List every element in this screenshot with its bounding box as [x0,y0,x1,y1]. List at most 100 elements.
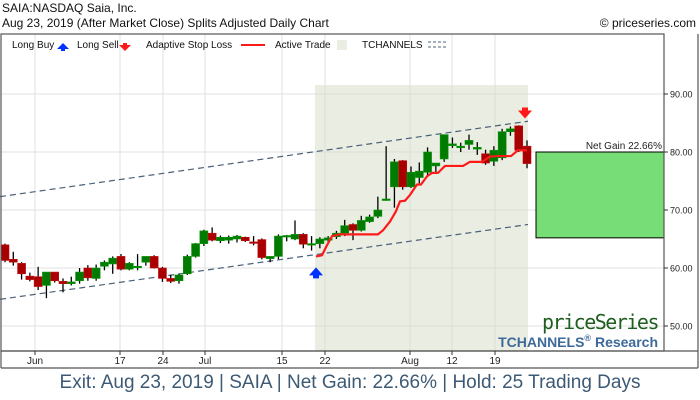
y-tick-label: 80.00 [670,148,693,158]
y-tick-label: 60.00 [670,264,693,274]
candle-up [224,236,234,241]
long-sell-arrow-icon [119,43,131,51]
candle-up [91,267,101,279]
x-tick-label: Aug [401,356,419,367]
candle-up [199,230,209,244]
candle-down [398,160,408,188]
y-tick-label: 90.00 [670,90,693,100]
y-tick-label: 70.00 [670,206,693,216]
tchannel-upper [0,120,529,198]
candle-down [33,276,43,287]
candle-up [124,263,134,270]
candle-up [431,162,441,167]
active-trade-region [315,85,528,351]
candle-down [240,236,250,242]
candle-up [448,143,457,146]
candle-up [356,220,366,231]
candle-down [0,244,10,261]
candle-down [8,258,18,263]
trade-summary-footer: Exit: Aug 23, 2019 | SAIA | Net Gain: 22… [59,372,641,393]
candle-up [100,261,109,267]
candle-up [439,134,449,160]
candle-up [108,257,118,265]
candle-up [182,256,192,275]
candle-down [298,234,308,245]
candle-down [522,145,532,164]
candle-up [174,274,184,282]
candle-down [166,278,176,282]
candle-up [141,256,151,263]
x-tick-label: 24 [157,356,169,367]
candle-down [348,224,358,231]
candle-up [274,235,283,257]
candle-up [406,172,416,188]
legend: Long Buy Long Sell Adaptive Stop Loss Ac… [12,40,447,51]
candle-up [133,265,142,269]
candle-down [257,239,267,258]
candle-up [290,234,300,240]
logo-tagline: TCHANNELS® Research [498,333,658,350]
candle-down [149,256,159,269]
chart-title: SAIA:NASDAQ Saia, Inc. [2,1,137,15]
candle-up [414,170,424,178]
long-buy-arrow-icon [57,43,69,51]
candle-up [66,281,76,284]
legend-active-trade-label: Active Trade [275,40,331,51]
copyright: © priceseries.com [599,16,696,30]
candle-up [191,243,200,257]
candle-up [42,271,51,286]
x-tick-label: 17 [114,356,126,367]
candle-up [497,131,507,159]
candle-up [373,209,383,217]
adaptive-stop-loss-line [315,149,527,258]
chart-subtitle: Aug 23, 2019 (After Market Close) Splits… [2,16,329,30]
x-tick-label: 19 [489,356,501,367]
trade-signals [309,107,532,279]
candle-down [83,267,93,279]
candle-down [116,256,126,270]
candle-up [423,151,432,173]
legend-long-buy-label: Long Buy [12,40,54,51]
candle-up [506,128,515,133]
candle-up [307,243,316,246]
x-tick-label: Jul [199,356,212,367]
candle-up [216,236,225,242]
candle-up [472,147,482,150]
candle-up [265,256,275,260]
candle-down [514,125,524,151]
candle-up [464,140,474,145]
candle-up [323,237,333,241]
x-axis: Jun 17 24 Jul 15 22 Aug 12 19 [27,351,501,367]
x-tick-label: 15 [276,356,288,367]
candle-down [17,263,26,275]
net-gain-box [535,151,665,239]
candle-up [75,271,84,282]
tchannel-lower [0,223,529,300]
candle-down [158,267,167,279]
legend-tchannels-label: TCHANNELS [362,40,423,51]
y-axis: 50.00 60.00 70.00 80.00 90.00 [664,90,693,332]
candle-down [249,241,258,244]
candle-up [456,145,466,148]
candle-up [232,235,242,240]
candle-up [340,225,350,234]
legend-long-sell-label: Long Sell [77,40,119,51]
candle-up [390,161,399,188]
candle-up [315,238,325,244]
long-buy-signal-icon [309,267,323,279]
active-trade-swatch [337,40,347,50]
priceseries-logo: priceSeries TCHANNELS® Research [498,310,660,350]
x-tick-label: 22 [319,356,331,367]
candle-down [58,281,68,284]
candle-up [282,235,292,238]
x-tick-label: 12 [446,356,458,367]
candle-down [207,232,217,241]
candle-down [25,275,35,280]
grid-lines-vertical-over [315,85,528,351]
long-sell-signal-icon [518,107,532,119]
legend-stop-loss-label: Adaptive Stop Loss [146,40,232,51]
x-tick-label: Jun [27,356,43,367]
candle-up [381,198,391,201]
logo-brand: priceSeries [542,310,658,334]
